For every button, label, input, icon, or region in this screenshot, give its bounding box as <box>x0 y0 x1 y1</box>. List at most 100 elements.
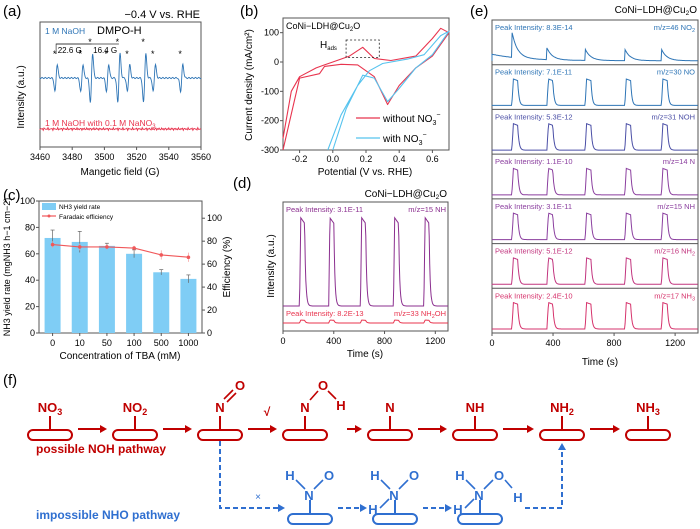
panel-a-xtick-label: 3500 <box>94 152 114 162</box>
panel-a-xtick-label: 3560 <box>191 152 211 162</box>
panel-d-mz-nh: m/z=15 NH <box>408 205 446 214</box>
panel-e-series-trace <box>491 123 698 151</box>
panel-c-xtick-label: 0 <box>50 338 55 348</box>
panel-a-legend-s2: 1 M NaOH with 0.1 M NaNO3 <box>45 118 156 130</box>
pathway-noh-species: NO3 <box>38 400 63 417</box>
panel-d-mz-nh2oh: m/z=33 NH2OH <box>394 309 446 320</box>
pathway-surface-site <box>539 429 585 441</box>
pathway-noh-species: N <box>215 400 224 415</box>
panel-d-xlabel: Time (s) <box>347 349 383 360</box>
panel-e-series-trace <box>491 167 698 196</box>
panel-c-ytick-label: 100 <box>20 196 35 206</box>
panel-a-hyperfine-22: 22.6 G <box>58 46 82 55</box>
panel-d-frame <box>282 201 449 332</box>
pathway-cross-mark: × <box>255 492 261 503</box>
panel-d-series-nh2oh <box>283 319 448 324</box>
panel-d-xtick-label: 400 <box>326 336 341 346</box>
pathway-noh-species: NO2 <box>123 400 148 417</box>
pathway-nho-atom-n: N <box>474 488 483 503</box>
panel-e-peak-label: Peak Intensity: 1.1E-10 <box>495 157 573 166</box>
panel-b-ylabel: Current density (mA/cm²) <box>244 29 255 141</box>
panel-a-peak-star: * <box>104 49 108 59</box>
panel-label-d: (d) <box>233 175 251 192</box>
panel-a-legend-s1: 1 M NaOH <box>45 26 85 36</box>
panel-c-fe-point <box>159 253 164 257</box>
panel-label-f: (f) <box>3 372 17 389</box>
panel-c-fe-point <box>132 246 136 250</box>
panel-e-peak-label: Peak Intensity: 3.1E-11 <box>495 202 572 211</box>
pathway-bond <box>327 390 337 400</box>
panel-c-ytick-right-label: 100 <box>207 213 222 223</box>
panel-c-ylabel: NH3 yield rate (mgNH3 h−1 cm−2) <box>2 198 12 337</box>
pathway-noh-species: NH2 <box>550 400 574 417</box>
pathway-nho-bond <box>398 479 409 490</box>
panel-a-xlabel: Mangetic field (G) <box>81 167 160 178</box>
panel-b-xlabel: Potential (V vs. RHE) <box>318 167 412 178</box>
panel-b-ytick-label: -300 <box>261 145 279 155</box>
panel-d-xtick-label: 800 <box>377 336 392 346</box>
panel-d-peak-nh2oh: Peak Intensity: 8.2E-13 <box>286 309 364 318</box>
pathway-nho-atom-h: H <box>455 468 464 483</box>
panel-b-frame <box>282 17 450 151</box>
panel-a-xtick-label: 3480 <box>62 152 82 162</box>
panel-c-xtick-label: 10 <box>75 338 85 348</box>
pathway-nho-bond <box>313 479 324 490</box>
panel-e-mz-label: m/z=30 NO <box>657 68 695 77</box>
pathway-nho-atom-h: H <box>285 468 294 483</box>
pathway-double-bond <box>226 392 237 403</box>
panel-b-series-without-no3 <box>282 27 450 151</box>
panel-e-xtick-label: 400 <box>546 338 561 348</box>
panel-c-ytick-label: 0 <box>30 328 35 338</box>
panel-e-series-trace <box>491 78 698 106</box>
panel-e-mz-label: m/z=46 NO2 <box>654 23 695 34</box>
panel-d-xtick-label: 1200 <box>425 336 445 346</box>
pathway-nho-atom-h2: H <box>453 502 462 517</box>
panel-d-ylabel: Intensity (a.u.) <box>266 234 277 297</box>
panel-c-fe-point <box>50 242 55 247</box>
pathway-double-bond <box>223 389 234 400</box>
pathway-nho-atom-n: N <box>389 488 398 503</box>
panel-b-inset-label: CoNi−LDH@Cu2O <box>286 21 360 33</box>
panel-e-mz-label: m/z=16 NH2 <box>654 247 695 258</box>
pathway-atom-o: O <box>235 378 245 393</box>
panel-b-xtick-label: 0.0 <box>327 154 340 164</box>
panel-e-peak-label: Peak Intensity: 7.1E-11 <box>495 68 572 77</box>
panel-c-fe-point <box>77 245 82 249</box>
panel-b-xtick-label: 0.6 <box>426 154 439 164</box>
panel-e-ms-stack-chart: CoNi−LDH@Cu2O Peak Intensity: 8.3E-14 m/z… <box>489 5 699 368</box>
panel-a-title: −0.4 V vs. RHE <box>124 9 200 21</box>
pathway-nho-surface <box>372 513 418 525</box>
panel-b-xtick-label: 0.2 <box>360 154 373 164</box>
panel-c-ytick-label: 60 <box>25 249 35 259</box>
pathway-nho-arrow-head <box>445 504 452 512</box>
pathway-nho-atom-n: N <box>304 488 313 503</box>
panel-e-peak-label: Peak Intensity: 5.3E-12 <box>495 112 573 121</box>
panel-c-bar <box>180 278 197 333</box>
panel-e-frame <box>491 19 699 334</box>
pathway-surface-site <box>27 429 73 441</box>
panel-e-title: CoNi−LDH@Cu2O <box>615 5 698 17</box>
panel-a-frame <box>39 21 202 148</box>
panel-c-fe-point <box>186 255 191 260</box>
pathway-nho-atom-o: O <box>409 468 419 483</box>
panel-a-peak-star: * <box>88 37 92 47</box>
panel-a-peak-star: * <box>53 49 57 59</box>
pathway-noh-species: N <box>385 400 394 415</box>
panel-a-ylabel: Intensity (a.u.) <box>16 65 27 128</box>
pathway-nho-surface <box>457 513 503 525</box>
pathway-noh-arrow-head <box>355 425 362 433</box>
panel-a-epr-chart: −0.4 V vs. RHE DMPO-H 1 M NaOH 1 M NaOH … <box>16 9 211 178</box>
panel-a-peak-star: * <box>151 49 155 59</box>
pathway-noh-label: possible NOH pathway <box>36 442 166 456</box>
pathway-bond <box>309 390 319 401</box>
panel-c-legend-fe: Faradaic efficiency <box>59 214 114 221</box>
pathway-check-mark: √ <box>264 405 271 419</box>
panel-e-mz-label: m/z=31 NOH <box>651 112 695 121</box>
panel-c-ylabel-right: Efficiency (%) <box>222 237 233 298</box>
panel-d-series-nh <box>283 216 448 307</box>
panel-e-xlabel: Time (s) <box>582 357 618 368</box>
pathway-noh-arrow-head <box>613 425 620 433</box>
